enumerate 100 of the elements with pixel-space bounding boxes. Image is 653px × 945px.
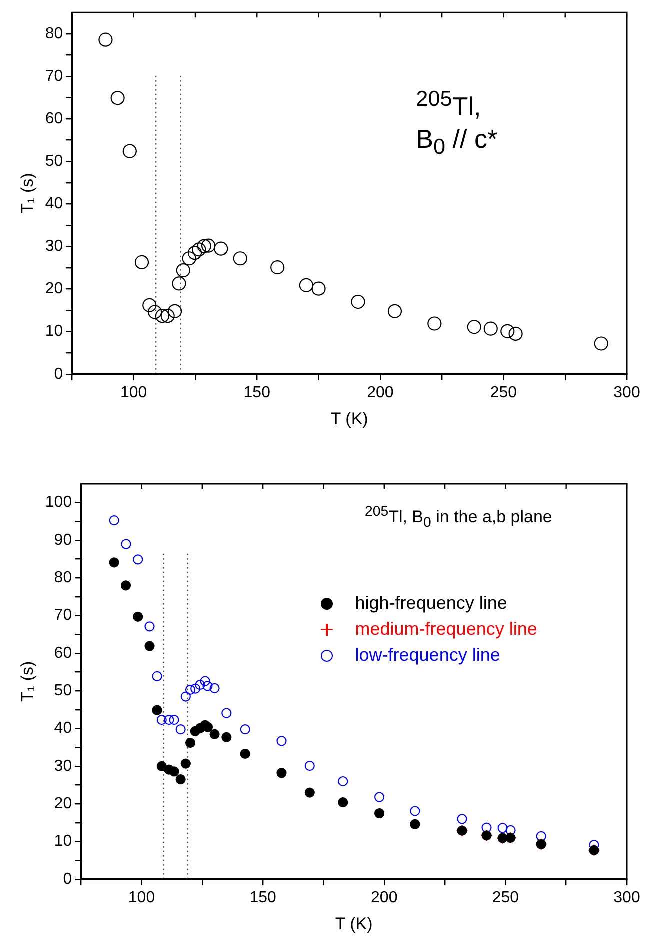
- point: [109, 558, 120, 568]
- point: [338, 798, 348, 808]
- x-tick-label: 100: [128, 889, 156, 906]
- point: [338, 776, 348, 787]
- x-tick-label: 250: [490, 384, 518, 402]
- point: [144, 641, 155, 652]
- point: [155, 309, 170, 324]
- y-axis-title: T₁ (s): [18, 661, 37, 702]
- x-tick-label: 150: [244, 384, 271, 402]
- point: [210, 683, 220, 694]
- point: [594, 336, 608, 351]
- point: [500, 324, 515, 338]
- point: [536, 831, 546, 842]
- point: [410, 819, 420, 830]
- point: [188, 246, 202, 260]
- y-tick-label: 80: [45, 25, 64, 42]
- point: [374, 792, 385, 802]
- y-tick-label: 40: [54, 720, 72, 738]
- point: [214, 242, 228, 256]
- y-tick-label: 60: [45, 110, 64, 128]
- point: [176, 774, 186, 785]
- x-axis-title: T (K): [335, 914, 373, 934]
- point: [508, 326, 523, 342]
- point: [182, 252, 196, 266]
- point: [172, 276, 186, 291]
- point: [185, 684, 196, 696]
- point: [222, 732, 232, 742]
- y-tick-label: 40: [45, 196, 64, 213]
- point: [233, 252, 248, 266]
- x-tick-label: 200: [371, 889, 398, 906]
- point: [195, 680, 206, 690]
- point: [152, 705, 162, 716]
- point: [200, 676, 210, 686]
- y-tick-label: 10: [54, 833, 72, 850]
- point: [304, 761, 315, 772]
- annotation: $^{205}$Tl, B$_{0}$ in the a,b plane: [364, 504, 552, 533]
- point: [240, 748, 250, 760]
- point: [351, 294, 366, 310]
- legend-label: medium-frequency line: [355, 619, 538, 640]
- y-tick-label: 20: [54, 795, 72, 812]
- point: [197, 239, 212, 254]
- point: [121, 539, 132, 550]
- point: [164, 715, 174, 726]
- point: [388, 304, 402, 318]
- point: [122, 144, 137, 158]
- point: [240, 724, 250, 735]
- point: [133, 554, 144, 565]
- y-tick-label: 90: [54, 532, 72, 549]
- point: [148, 305, 162, 320]
- point: [304, 788, 315, 798]
- x-axis-title: T (K): [330, 409, 368, 428]
- y-tick-label: 50: [54, 682, 72, 700]
- y-tick-label: 60: [54, 644, 72, 662]
- point: [276, 768, 287, 778]
- point: [109, 515, 120, 526]
- y-tick-label: 20: [45, 280, 64, 298]
- annotation: $^{205}$Tl, B$_{0}$ // c*: [416, 84, 498, 160]
- point: [176, 724, 186, 735]
- point: [144, 622, 155, 632]
- point: [110, 91, 125, 106]
- point: [467, 320, 482, 334]
- y-tick-label: 100: [45, 494, 72, 512]
- legend-label: low-frequency line: [355, 645, 500, 666]
- y-tick-label: 0: [54, 366, 64, 383]
- point: [498, 823, 508, 834]
- x-tick-label: 300: [614, 384, 640, 402]
- y-tick-label: 70: [45, 68, 64, 85]
- point: [120, 580, 132, 591]
- y-tick-label: 30: [54, 758, 72, 775]
- x-tick-label: 100: [120, 384, 148, 402]
- x-tick-label: 250: [492, 889, 520, 906]
- point: [180, 692, 191, 702]
- point: [160, 309, 175, 324]
- point: [312, 282, 326, 296]
- point: [156, 761, 167, 772]
- y-tick-label: 30: [45, 238, 64, 256]
- point: [410, 806, 420, 816]
- point: [180, 758, 191, 769]
- point: [482, 822, 492, 833]
- point: [202, 238, 216, 253]
- y-tick-label: 0: [63, 870, 72, 888]
- point: [133, 612, 144, 622]
- point: [484, 322, 498, 336]
- point: [176, 263, 190, 278]
- point: [222, 708, 232, 718]
- y-tick-label: 80: [54, 570, 72, 587]
- point: [169, 766, 180, 777]
- point: [374, 808, 385, 819]
- point: [428, 316, 442, 331]
- point: [168, 304, 182, 318]
- point: [156, 715, 167, 726]
- point: [185, 738, 196, 748]
- point: [210, 729, 220, 740]
- point: [299, 278, 314, 292]
- point: [270, 260, 285, 275]
- point: [202, 681, 213, 692]
- y-axis-title: T₁ (s): [18, 173, 37, 214]
- point: [276, 736, 287, 746]
- point: [98, 32, 113, 47]
- y-tick-label: 50: [45, 152, 64, 170]
